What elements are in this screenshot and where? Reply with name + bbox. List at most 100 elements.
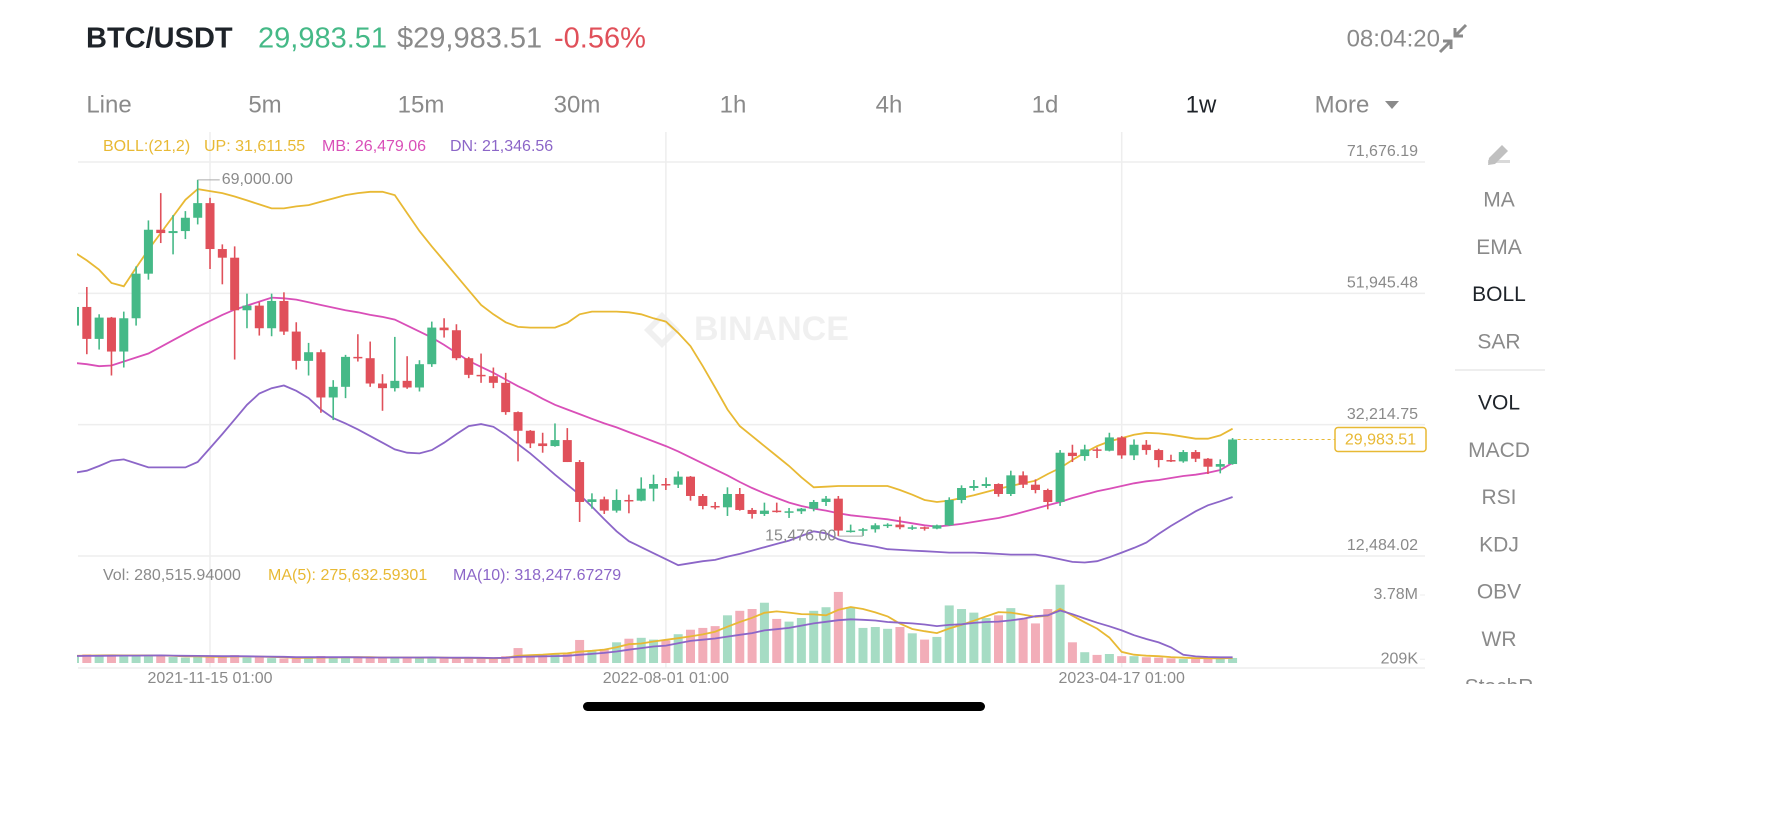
indicator-option[interactable]: EMA	[1476, 236, 1522, 259]
volume-bar	[710, 626, 720, 663]
candle-body	[673, 476, 683, 485]
interval-tab[interactable]: 4h	[876, 91, 903, 118]
interval-tab[interactable]: 1d	[1032, 91, 1059, 118]
indicator-option[interactable]: VOL	[1478, 392, 1520, 415]
candle-body	[587, 499, 597, 502]
volume-bar	[476, 658, 486, 663]
y-tick-label: 12,484.02	[1347, 537, 1418, 554]
candle-body	[907, 527, 917, 529]
candle-body	[304, 352, 314, 361]
candle-body	[390, 380, 400, 389]
candle-body	[599, 499, 609, 511]
candle-body	[427, 327, 437, 365]
volume-bar	[414, 658, 424, 663]
volume-bar	[550, 654, 560, 663]
candle-body	[1154, 450, 1164, 461]
boll-line	[77, 296, 1234, 528]
candle-body	[217, 249, 227, 258]
candle-body	[77, 306, 79, 326]
candle-body	[1166, 460, 1176, 462]
indicator-option[interactable]: SAR	[1477, 330, 1520, 353]
interval-tab[interactable]: 1w	[1186, 91, 1217, 118]
candle-body	[119, 318, 129, 352]
x-tick-label: 2021-11-15 01:00	[147, 670, 272, 687]
interval-tab[interactable]: Line	[86, 91, 131, 118]
collapse-button[interactable]	[1438, 23, 1468, 54]
candle-body	[698, 495, 708, 506]
annotation: 15,476.00	[765, 527, 836, 544]
indicator-option[interactable]: MA	[1483, 189, 1515, 212]
indicator-option[interactable]: MACD	[1468, 439, 1530, 462]
indicator-option[interactable]: StochR	[1465, 675, 1534, 698]
volume-bar	[698, 627, 708, 663]
indicator-option[interactable]: OBV	[1477, 581, 1521, 604]
volume-bar	[686, 629, 695, 663]
indicator-option[interactable]: RSI	[1481, 486, 1516, 509]
candle-body	[796, 508, 806, 512]
symbol[interactable]: BTC/USDT	[86, 23, 233, 55]
volume-bar	[451, 657, 461, 663]
candle-body	[439, 327, 449, 331]
candle-body	[920, 527, 930, 529]
volume-bar	[870, 627, 880, 663]
interval-tab[interactable]: 5m	[248, 91, 281, 118]
indicator-option[interactable]: WR	[1482, 628, 1517, 651]
volume-bar	[464, 658, 474, 663]
volume-bar	[1055, 584, 1065, 663]
volume-bar	[846, 607, 856, 663]
annotation: 69,000.00	[222, 171, 293, 188]
draw-tool[interactable]	[1488, 145, 1510, 165]
candle-body	[870, 525, 880, 530]
candle-body	[451, 330, 461, 359]
indicator-option[interactable]: BOLL	[1472, 283, 1526, 306]
y-tick-label: 209K	[1381, 650, 1419, 667]
volume-bar	[217, 657, 227, 663]
interval-tab[interactable]: 1h	[720, 91, 747, 118]
candle-body	[1018, 475, 1028, 485]
candle-body	[710, 505, 720, 508]
candle-body	[994, 484, 1003, 494]
interval-tab[interactable]: 30m	[554, 91, 601, 118]
candle-body	[969, 486, 979, 488]
candle-body	[156, 229, 166, 234]
candle-body	[230, 257, 240, 311]
volume-bar	[1067, 642, 1077, 663]
price-tag	[1334, 426, 1427, 453]
volume-bar	[1178, 659, 1188, 663]
volume-bar	[944, 605, 954, 663]
volume-legend: MA(10): 318,247.67279	[453, 567, 621, 584]
volume-bar	[735, 610, 745, 663]
volume-bar	[156, 655, 166, 663]
volume-bar	[119, 656, 129, 663]
candle-body	[501, 382, 511, 413]
candle-body	[464, 358, 474, 375]
interval-tab[interactable]: More	[1315, 91, 1370, 118]
candle-body	[242, 305, 252, 311]
candle-body	[809, 501, 819, 509]
more-arrow[interactable]	[1385, 101, 1399, 109]
candle-body	[932, 525, 942, 529]
header: BTC/USDT 29,983.51 $29,983.51 -0.56% 08:…	[86, 23, 1468, 55]
candle-body	[131, 273, 141, 319]
volume-bar	[1203, 657, 1213, 663]
candle-body	[1067, 452, 1077, 457]
volume-bar	[636, 637, 646, 663]
volume-bar	[587, 651, 597, 663]
indicator-option[interactable]: KDJ	[1479, 533, 1519, 556]
volume-bar	[501, 656, 511, 663]
candle-body	[378, 383, 387, 389]
y-tick-label: 71,676.19	[1347, 143, 1418, 160]
watermark-text: BINANCE	[694, 310, 849, 348]
candle-body	[106, 317, 116, 352]
interval-tab[interactable]: 15m	[398, 91, 445, 118]
candle-body	[1191, 452, 1201, 459]
candle-body	[981, 484, 991, 487]
price-change: -0.56%	[554, 23, 646, 55]
volume-bar	[1104, 654, 1114, 663]
volume-bar	[488, 658, 498, 663]
candle-body	[1043, 489, 1053, 502]
candle-body	[722, 493, 732, 508]
y-tick-label: 3.78M	[1374, 586, 1418, 603]
candle-body	[550, 440, 560, 447]
candle-body	[1129, 444, 1139, 456]
